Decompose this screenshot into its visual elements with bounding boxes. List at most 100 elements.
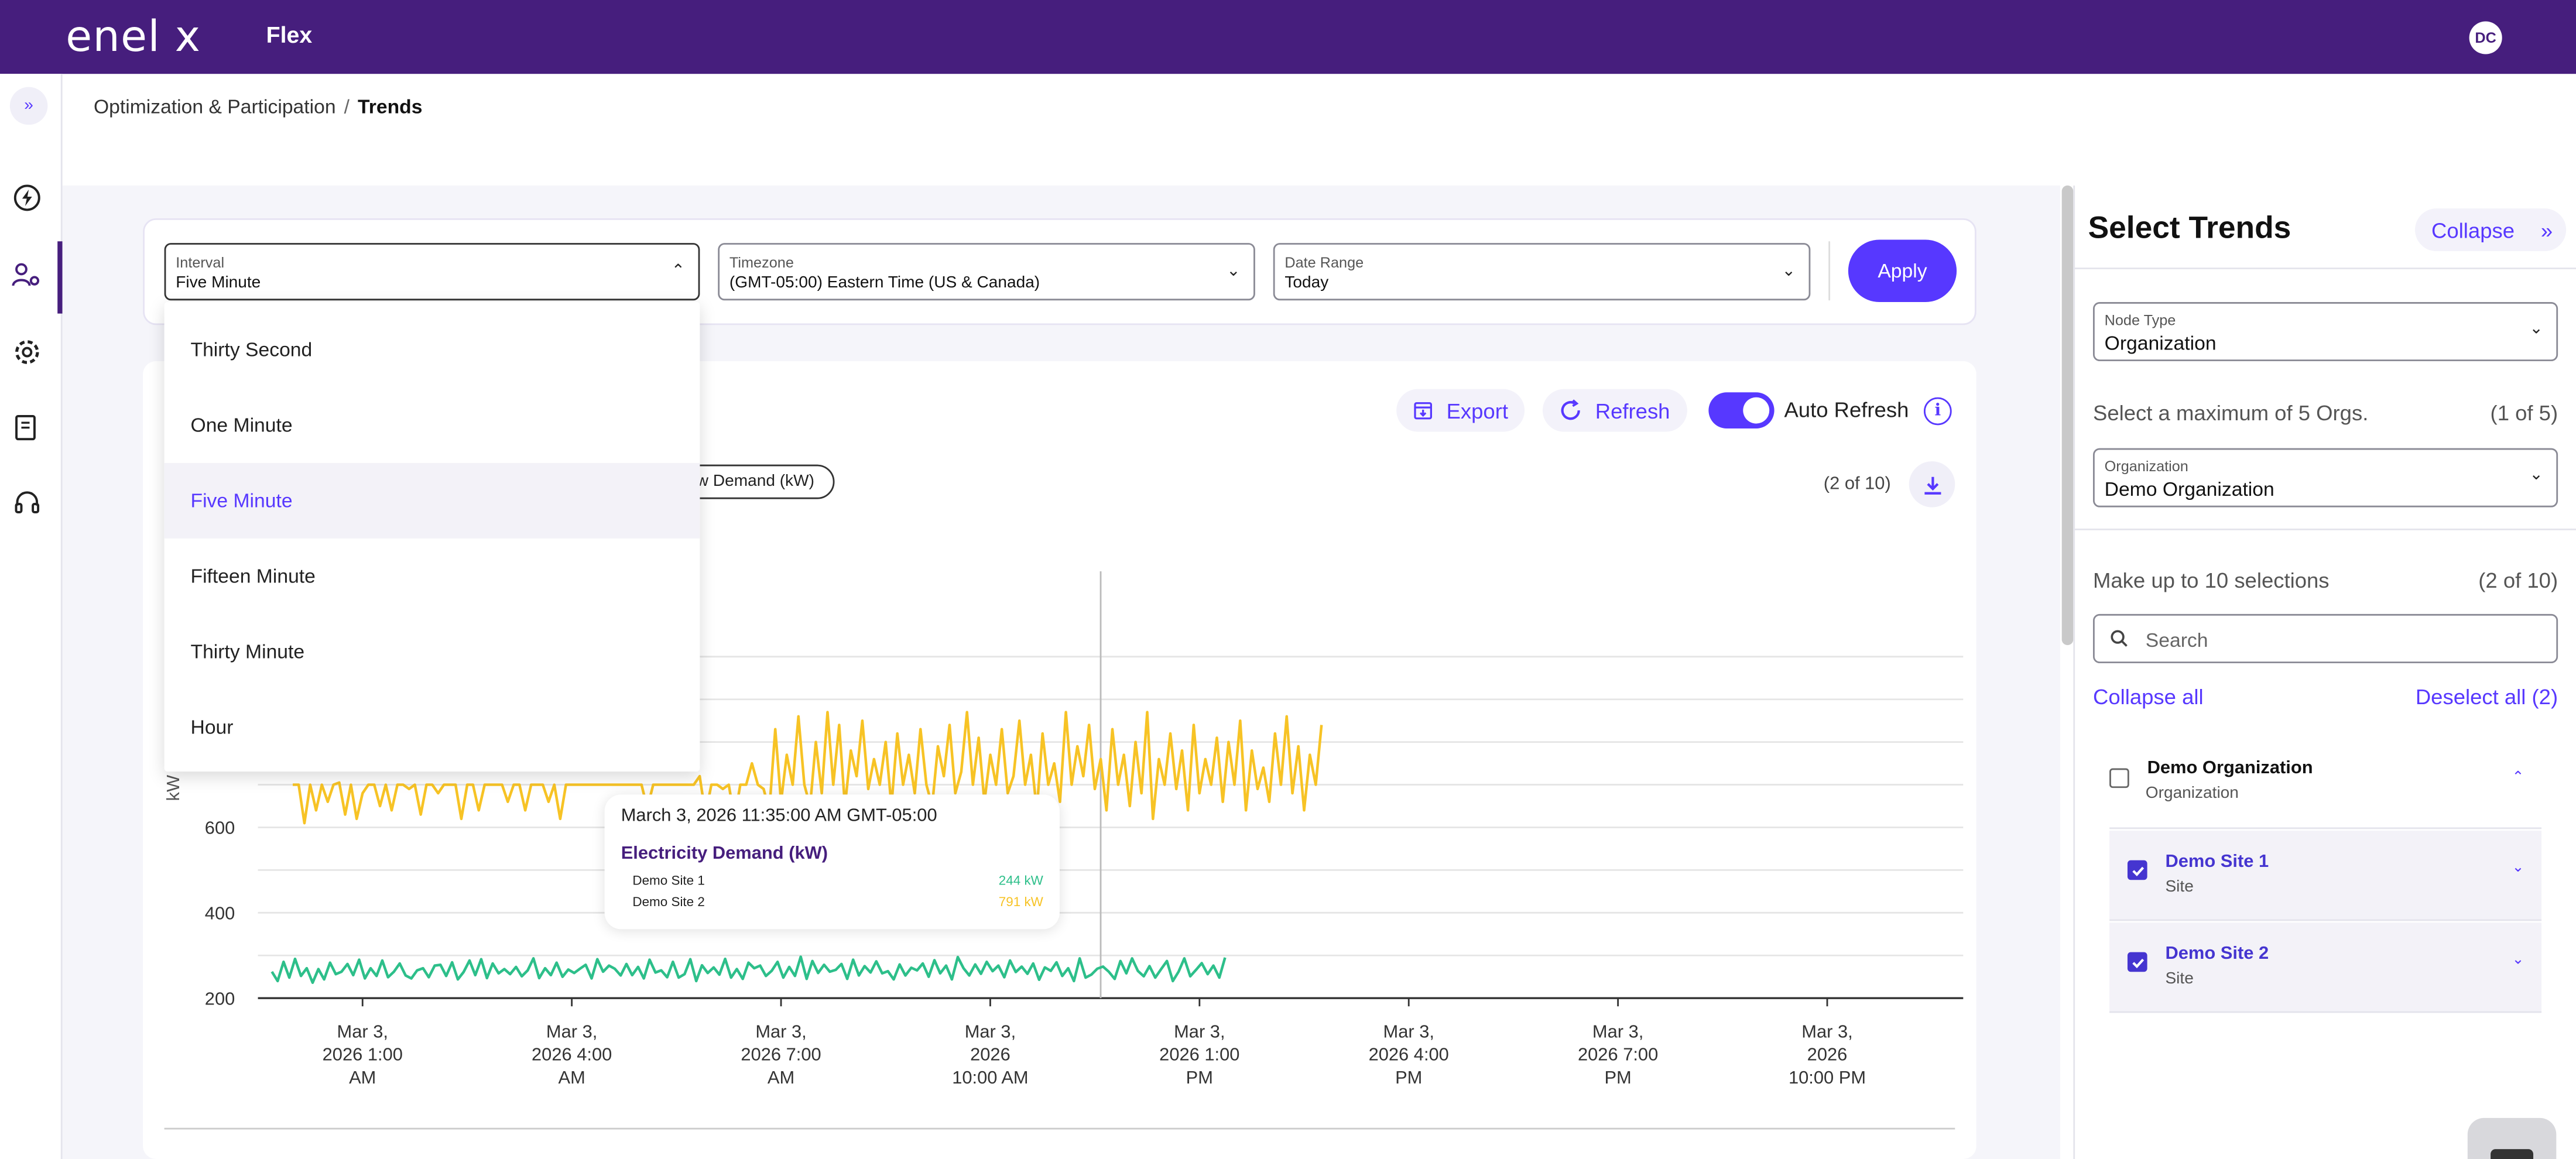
tree-site-item[interactable] [2109, 923, 2542, 1013]
chat-icon [2491, 1149, 2534, 1159]
export-button[interactable]: Export [1396, 389, 1525, 432]
node-type-value: Organization [2104, 331, 2217, 355]
site-checkbox[interactable] [2127, 952, 2147, 972]
chevron-down-icon[interactable]: ⌄ [2512, 950, 2524, 967]
gear-icon [14, 339, 39, 364]
avatar[interactable]: DC [2469, 21, 2502, 54]
org-name[interactable]: Demo Organization [2147, 758, 2313, 779]
expand-nav-button[interactable]: » [9, 87, 48, 125]
timezone-label: Timezone [729, 254, 794, 271]
collapse-all-link[interactable]: Collapse all [2092, 684, 2204, 709]
collapse-panel-button[interactable]: Collapse » [2414, 208, 2567, 252]
chevron-up-icon: ⌃ [671, 262, 686, 281]
x-tick-label: Mar 3, [965, 1021, 1016, 1041]
site-name[interactable]: Demo Site 1 [2165, 852, 2269, 872]
interval-dropdown: Thirty Second One Minute Five Minute Fif… [164, 302, 700, 772]
interval-option[interactable]: Hour [190, 715, 234, 739]
site-checkbox[interactable] [2127, 860, 2147, 880]
x-tick-label: AM [349, 1067, 376, 1088]
x-tick-label: Mar 3, [1383, 1021, 1434, 1041]
top-bar: enel x Flex DC [0, 0, 2576, 74]
nav-item-dispatch[interactable] [12, 182, 42, 211]
interval-select[interactable]: Interval Five Minute ⌃ [164, 243, 700, 301]
interval-option[interactable]: Fifteen Minute [190, 564, 316, 588]
site-name[interactable]: Demo Site 2 [2165, 944, 2269, 964]
x-tick-label: Mar 3, [546, 1021, 597, 1041]
nav-item-reports[interactable] [12, 412, 42, 441]
y-axis-label: kW [163, 775, 183, 801]
apply-button[interactable]: Apply [1848, 239, 1957, 303]
download-button[interactable] [1909, 461, 1955, 508]
nav-active-indicator [57, 241, 63, 314]
refresh-label: Refresh [1595, 398, 1670, 423]
chevron-up-icon[interactable]: ⌃ [2512, 768, 2524, 785]
x-tick-label: PM [1186, 1067, 1213, 1088]
interval-option[interactable]: Five Minute [164, 462, 700, 539]
breadcrumb: Optimization & Participation / Trends [94, 95, 423, 118]
organization-value: Demo Organization [2104, 478, 2274, 501]
breadcrumb-separator: / [344, 95, 350, 118]
lightning-icon [13, 184, 40, 210]
site-type: Site [2165, 878, 2194, 897]
tree-divider [2109, 919, 2542, 921]
nav-item-settings[interactable] [12, 337, 42, 366]
tree-divider [2109, 827, 2542, 829]
interval-option[interactable]: Thirty Second [190, 338, 313, 361]
y-tick-label: 200 [205, 988, 235, 1009]
product-name: Flex [266, 21, 313, 48]
users-settings-icon [12, 263, 40, 286]
node-type-label: Node Type [2104, 311, 2176, 328]
tooltip-time: March 3, 2026 11:35:00 AM GMT-05:00 [621, 806, 937, 826]
deselect-all-link[interactable]: Deselect all (2) [2415, 684, 2558, 709]
x-tick-label: 2026 [1807, 1044, 1848, 1065]
x-tick-label: AM [559, 1067, 585, 1088]
chevron-down-icon: ⌄ [1782, 262, 1796, 281]
timezone-select[interactable]: Timezone (GMT-05:00) Eastern Time (US & … [718, 243, 1255, 301]
date-range-select[interactable]: Date Range Today ⌄ [1273, 243, 1811, 301]
x-tick-label: 2026 7:00 [741, 1044, 821, 1065]
max-orgs-text: Select a maximum of 5 Orgs. [2092, 400, 2369, 426]
side-nav [0, 74, 63, 1159]
breadcrumb-current: Trends [358, 95, 423, 118]
enel-x-logo[interactable]: enel x [66, 13, 201, 63]
check-icon [2131, 866, 2143, 876]
interval-option[interactable]: Thirty Minute [190, 640, 305, 664]
breadcrumb-parent[interactable]: Optimization & Participation [93, 95, 336, 118]
tooltip-row-value: 244 kW [998, 873, 1043, 889]
content-scrollbar[interactable] [2061, 185, 2074, 646]
x-tick-label: 2026 [970, 1044, 1010, 1065]
double-chevron-right-icon: » [24, 97, 33, 115]
interval-option[interactable]: One Minute [190, 413, 293, 437]
search-input[interactable]: Search [2092, 613, 2558, 664]
auto-refresh-toggle[interactable] [1708, 392, 1775, 428]
org-checkbox[interactable] [2109, 768, 2129, 788]
nav-item-support[interactable] [12, 488, 42, 517]
timezone-value: (GMT-05:00) Eastern Time (US & Canada) [729, 274, 1040, 293]
x-tick-label: Mar 3, [337, 1021, 388, 1041]
x-tick-label: 10:00 PM [1789, 1067, 1866, 1088]
logo-text: enel x [66, 13, 201, 63]
x-tick-label: Mar 3, [1174, 1021, 1225, 1041]
panel-divider [2073, 268, 2576, 269]
orgs-count: (1 of 5) [2490, 400, 2558, 426]
double-chevron-right-icon: » [2540, 217, 2553, 242]
info-icon[interactable]: i [1923, 397, 1952, 426]
organization-select[interactable]: Organization Demo Organization ⌄ [2092, 448, 2558, 508]
refresh-button[interactable]: Refresh [1542, 389, 1687, 432]
selections-text: Make up to 10 selections [2092, 568, 2330, 593]
chevron-down-icon[interactable]: ⌄ [2512, 858, 2524, 875]
nav-item-optimization[interactable] [12, 261, 42, 290]
panel-title: Select Trends [2088, 211, 2291, 246]
download-icon [1923, 476, 1941, 494]
selection-count: (2 of 10) [1823, 474, 1891, 495]
tooltip-row-value: 791 kW [998, 894, 1043, 910]
check-icon [2131, 958, 2143, 968]
tree-site-item[interactable] [2109, 831, 2542, 921]
x-tick-label: 10:00 AM [952, 1067, 1028, 1088]
node-type-select[interactable]: Node Type Organization ⌄ [2092, 302, 2558, 361]
x-tick-label: PM [1395, 1067, 1422, 1088]
organization-label: Organization [2104, 458, 2188, 475]
toggle-knob [1743, 397, 1770, 424]
date-range-value: Today [1284, 274, 1329, 293]
